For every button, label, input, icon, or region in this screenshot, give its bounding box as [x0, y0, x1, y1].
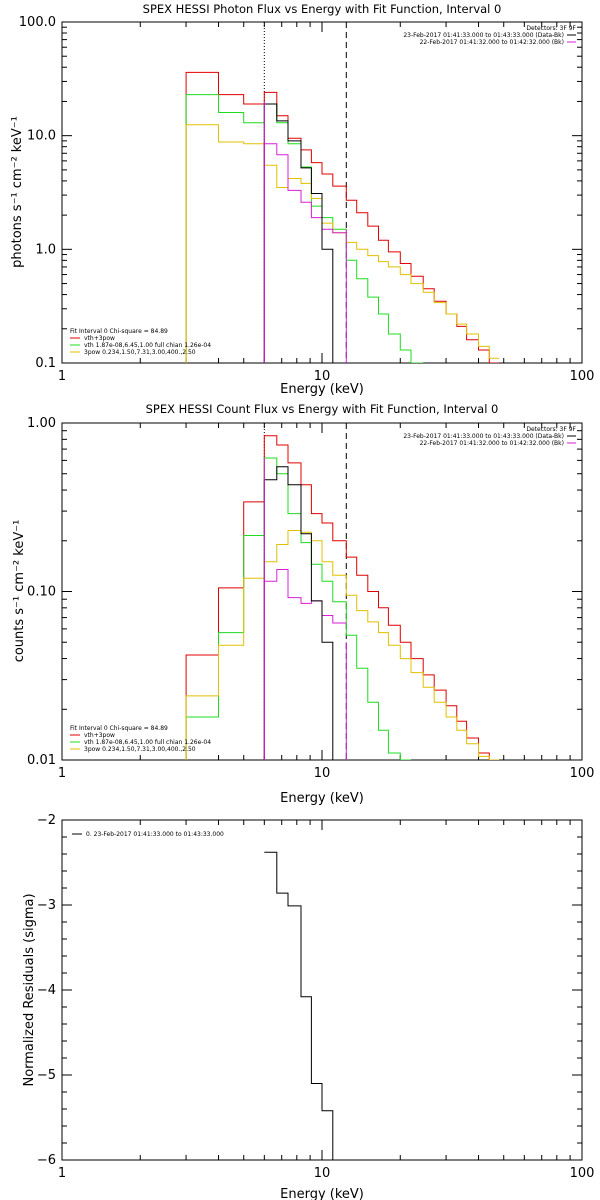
series-black-line	[263, 103, 347, 363]
x-tick-label: 100	[570, 1166, 595, 1181]
legend-entry: 22-Feb-2017 01:41:32.000 to 01:42:32.000…	[420, 39, 564, 46]
x-tick-label: 10	[314, 766, 331, 781]
legend-heading: Fit Interval 0 Chi-square = 84.89	[70, 328, 168, 335]
legend-entry: vth+3pow	[84, 732, 115, 739]
legend-entry: vth 1.87e-08,6.45,1.00 full chian 1.26e-…	[84, 739, 211, 746]
y-axis-label: photons s⁻¹ cm⁻² keV⁻¹	[10, 116, 25, 268]
legend-entry: 3pow 0.234,1.50,7.31,3.00,400.,2.50	[84, 349, 196, 356]
series-green-line	[185, 457, 411, 760]
plot-frame	[61, 422, 583, 761]
y-tick-label: −2	[37, 813, 56, 828]
legend-heading: Detectors: 3F 9F	[526, 426, 576, 433]
y-tick-label: 1.00	[27, 416, 56, 431]
x-axis-label: Energy (keV)	[280, 791, 364, 806]
y-tick-label: −6	[37, 1153, 56, 1168]
x-axis-label: Energy (keV)	[280, 382, 364, 397]
y-tick-label: 1.0	[35, 242, 56, 257]
legend-entry: 3pow 0.234,1.50,7.31,3.00,400.,2.50	[84, 746, 196, 753]
series-magenta-line	[263, 569, 347, 760]
y-tick-label: −4	[37, 983, 56, 998]
y-tick-label: 0.1	[35, 356, 56, 371]
y-tick-label: 10.0	[27, 129, 56, 144]
legend-entry: 22-Feb-2017 01:41:32.000 to 01:42:32.000…	[420, 440, 564, 447]
x-axis-label: Energy (keV)	[280, 1187, 364, 1200]
series-yellow-line	[185, 124, 500, 363]
legend-heading: Detectors: 3F 9F	[526, 25, 576, 32]
legend-entry: vth+3pow	[84, 335, 115, 342]
series-magenta-line	[263, 143, 347, 363]
y-tick-label: −3	[37, 898, 56, 913]
x-tick-label: 10	[314, 1166, 331, 1181]
series-green-line	[185, 94, 424, 363]
x-tick-label: 10	[314, 369, 331, 384]
plot-area	[185, 22, 500, 363]
y-tick-label: 0.10	[27, 585, 56, 600]
series-red-line	[185, 71, 500, 363]
legend-heading: Fit Interval 0 Chi-square = 84.89	[70, 725, 168, 732]
legend-entry: vth 1.87e-08,6.45,1.00 full chian 1.26e-…	[84, 342, 211, 349]
series-black-line	[263, 466, 347, 760]
y-axis-label: Normalized Residuals (sigma)	[22, 893, 37, 1086]
series-yellow-line	[185, 530, 500, 760]
chart-panel-3: 1 10 100 −6 −5 −4 −3 −2 Energy (keV) Normalized R…	[22, 813, 594, 1200]
chart-title: SPEX HESSI Count Flux vs Energy with Fit…	[146, 402, 499, 416]
y-tick-label: −5	[37, 1068, 56, 1083]
chart-panel-2: 1 10 100 0.01 0.10 1.00 SPEX HESSI Count Flux …	[12, 402, 594, 806]
legend-entry: 0. 23-Feb-2017 01:41:33.000 to 01:43:33.…	[86, 831, 224, 838]
plot-frame	[61, 21, 583, 364]
x-tick-label: 1	[58, 369, 66, 384]
x-tick-label: 100	[570, 369, 595, 384]
legend-entry: 23-Feb-2017 01:41:33.000 to 01:43:33.000…	[403, 32, 564, 39]
legend-entry: 23-Feb-2017 01:41:33.000 to 01:43:33.000…	[403, 433, 564, 440]
y-tick-label: 100.0	[19, 15, 56, 30]
y-axis-label: counts s⁻¹ cm⁻² keV⁻¹	[12, 520, 27, 663]
series-red-line	[185, 435, 500, 760]
y-tick-label: 0.01	[27, 753, 56, 768]
plot-area	[185, 423, 500, 760]
x-tick-label: 1	[58, 1166, 66, 1181]
plot-area	[264, 851, 347, 1160]
x-tick-label: 100	[570, 766, 595, 781]
chart-panel-1: 1 10 100 0.1 1.0 10.0 100.0 SPEX HESSI Photon F…	[10, 2, 594, 397]
x-tick-label: 1	[58, 766, 66, 781]
chart-title: SPEX HESSI Photon Flux vs Energy with Fi…	[143, 2, 502, 16]
series-black-line	[264, 851, 347, 1160]
